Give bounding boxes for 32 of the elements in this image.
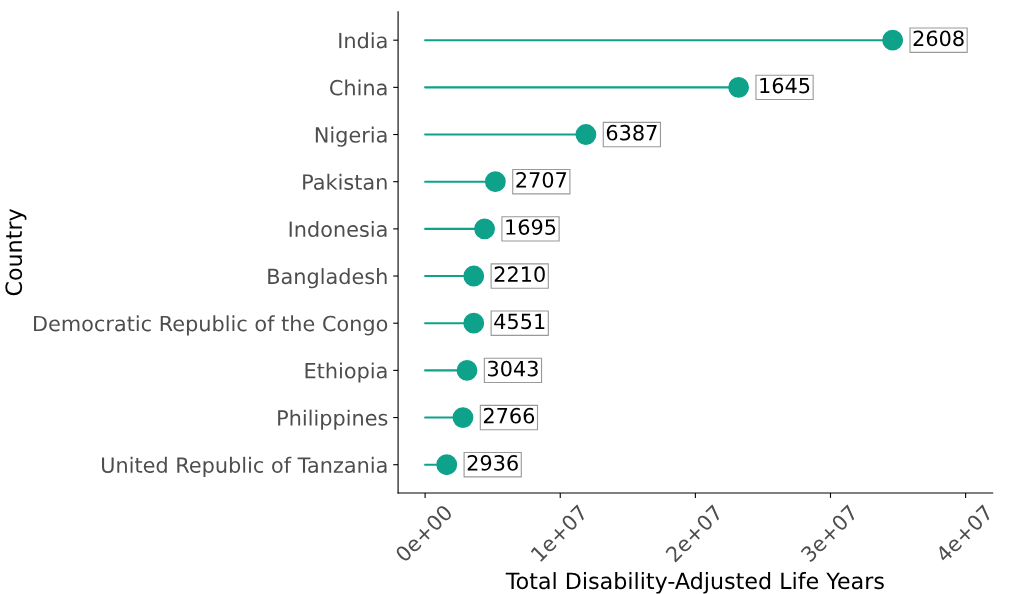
point (463, 265, 485, 287)
annotation: 6387 (606, 124, 657, 141)
y-axis-title: Country (5, 208, 27, 296)
annotation: 2210 (494, 266, 545, 283)
annotation: 2766 (483, 407, 535, 424)
annotation: 2608 (913, 30, 964, 47)
point (463, 312, 485, 334)
annotation: 3043 (488, 360, 538, 377)
y-tick-label: China (330, 79, 387, 96)
y-tick-label: Bangladesh (268, 268, 387, 289)
point (456, 359, 478, 381)
y-tick-label: Philippines (278, 409, 388, 430)
y-tick-label: Nigeria (315, 126, 387, 147)
point (728, 76, 750, 98)
annotation: 4551 (494, 313, 545, 330)
point (575, 124, 597, 145)
annotation: 2707 (516, 171, 567, 188)
y-tick-label: United Republic of Tanzania (102, 456, 387, 477)
point (484, 171, 506, 193)
annotation: 2936 (467, 455, 518, 471)
point (436, 454, 458, 476)
x-axis-title: Total Disability-Adjusted Life Years (505, 572, 884, 594)
point (452, 407, 474, 428)
y-tick-label: India (339, 32, 387, 49)
point (882, 29, 904, 51)
y-tick-label: Ethiopia (305, 362, 387, 383)
y-tick-label: Democratic Republic of the Congo (34, 315, 388, 336)
y-tick-label: Pakistan (303, 173, 387, 190)
annotation: 1695 (506, 219, 556, 235)
annotation: 1645 (760, 77, 810, 94)
point (474, 218, 495, 240)
y-tick-label: Indonesia (289, 220, 387, 238)
